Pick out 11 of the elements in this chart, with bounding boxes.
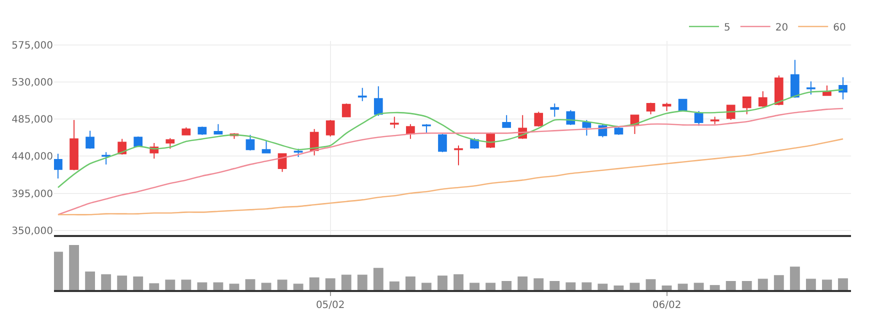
y-tick-label: 530,000: [12, 78, 53, 89]
y-tick-label: 395,000: [12, 188, 53, 200]
legend-label: 20: [775, 22, 788, 34]
x-tick-label: 05/02: [316, 300, 345, 311]
y-tick-label: 485,000: [12, 114, 53, 126]
legend-label: 60: [833, 22, 846, 34]
y-tick-label: 575,000: [12, 40, 53, 52]
y-tick-label: 350,000: [12, 226, 53, 237]
y-tick-label: 440,000: [12, 152, 53, 163]
x-tick-label: 06/02: [652, 300, 682, 311]
legend-label: 5: [724, 22, 730, 34]
